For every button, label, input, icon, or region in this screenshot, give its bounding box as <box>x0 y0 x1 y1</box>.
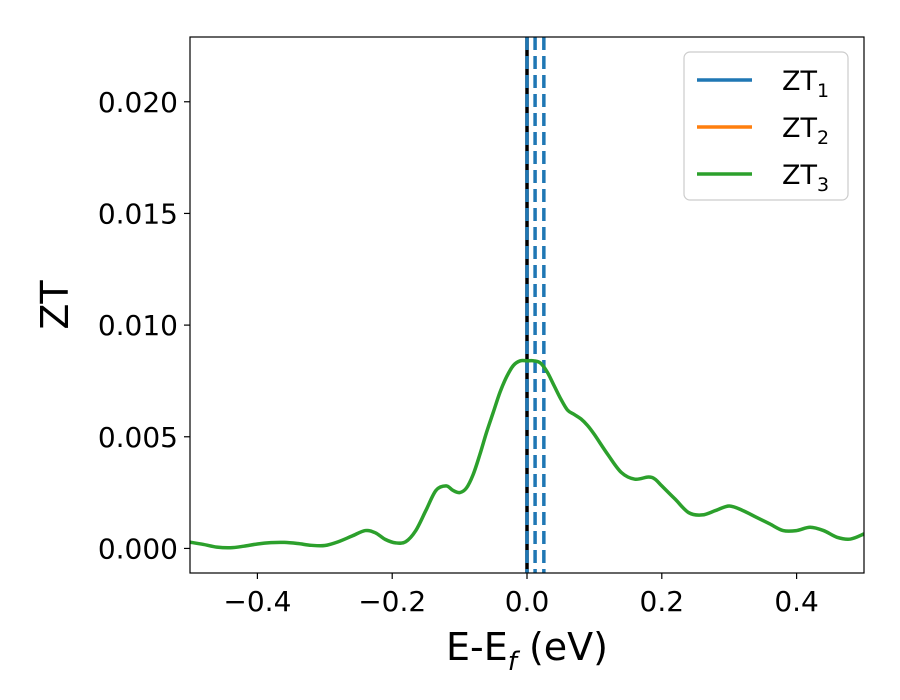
x-axis-title: E-Ef (eV) <box>446 625 608 677</box>
series-line-3 <box>190 358 864 550</box>
x-axis-ticks: −0.4 −0.2 0.0 0.2 0.4 <box>223 573 819 618</box>
y-tick-label: 0.020 <box>98 86 178 119</box>
x-tick-label: −0.4 <box>223 585 291 618</box>
x-tick-label: 0.0 <box>505 585 550 618</box>
x-tick-label: −0.2 <box>358 585 426 618</box>
x-tick-label: 0.2 <box>640 585 685 618</box>
legend-label-3: ZT3 <box>782 160 829 196</box>
series-lines <box>190 358 864 550</box>
y-axis-ticks: 0.000 0.005 0.010 0.015 0.020 <box>98 86 190 565</box>
y-axis-title: ZT <box>33 280 77 330</box>
y-tick-label: 0.015 <box>98 197 178 230</box>
y-tick-label: 0.010 <box>98 309 178 342</box>
vertical-lines <box>525 37 546 573</box>
legend-box <box>683 51 849 201</box>
y-tick-label: 0.005 <box>98 421 178 454</box>
legend-label-1: ZT1 <box>782 66 829 102</box>
y-tick-label: 0.000 <box>98 532 178 565</box>
legend-label-2: ZT2 <box>782 113 829 149</box>
legend: ZT1 ZT2 ZT3 <box>683 51 849 201</box>
x-tick-label: 0.4 <box>774 585 819 618</box>
